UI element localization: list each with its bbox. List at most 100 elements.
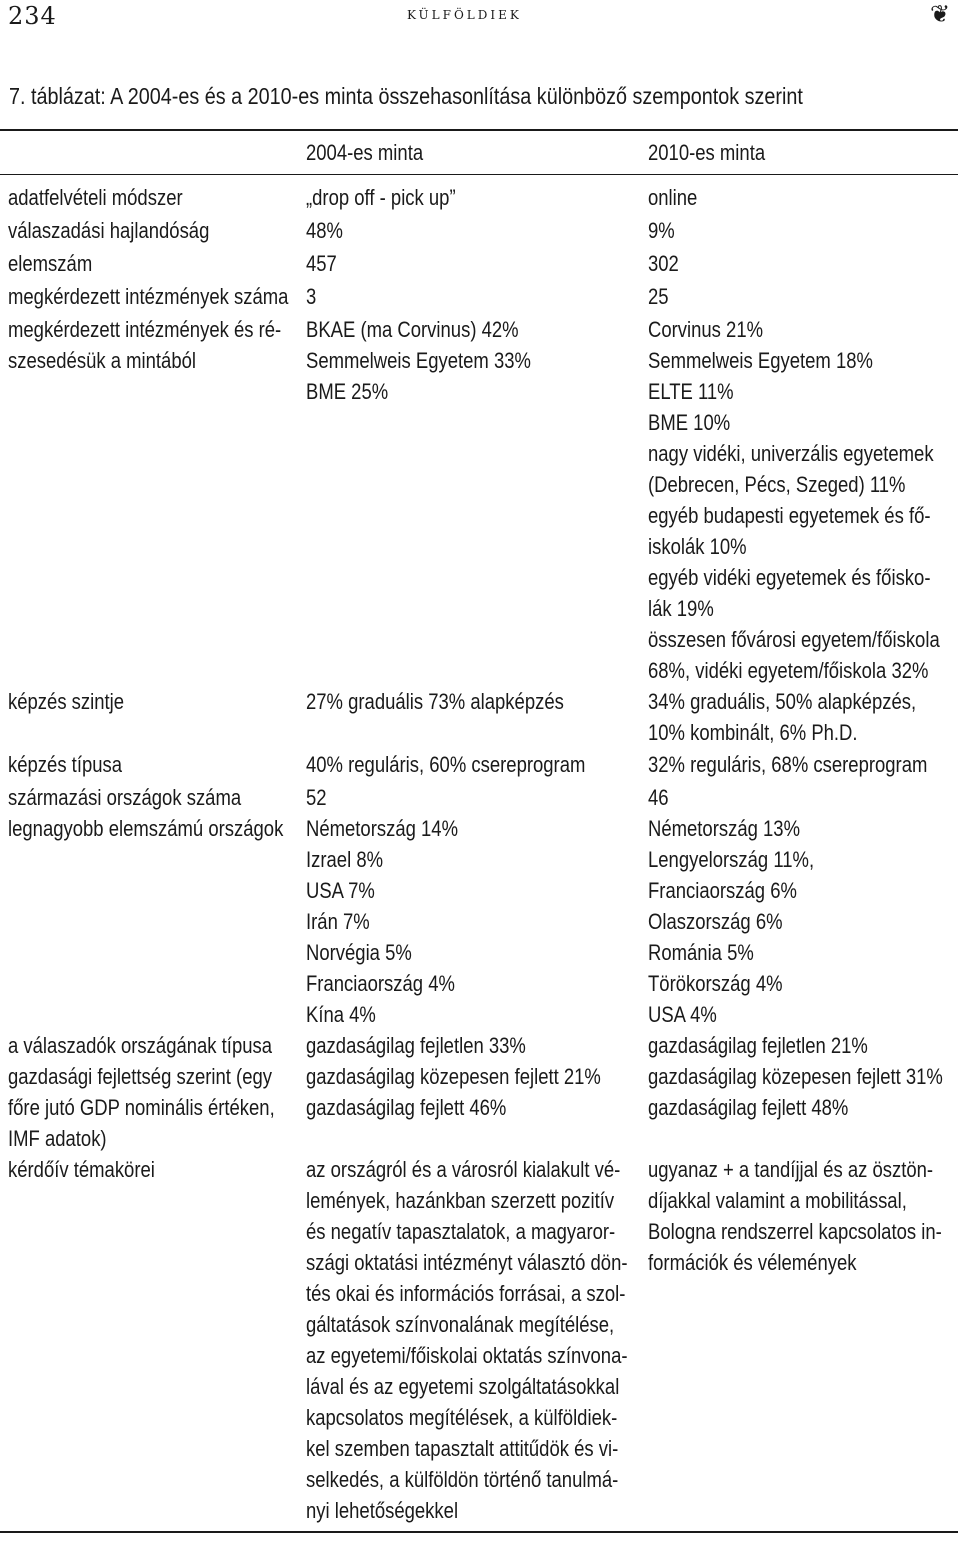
value-2004-line: gazdaságilag fejletlen 33% <box>306 1033 526 1058</box>
value-2004: az országról és a városról kialakult vé-… <box>306 1154 628 1526</box>
value-2010-line: 46 <box>648 785 669 810</box>
value-2010: online <box>648 182 697 213</box>
row-label-line: gazdasági fejlettség szerint (egy <box>8 1064 273 1089</box>
value-2004-line: lemények, hazánkban szerzett pozitív <box>306 1188 615 1213</box>
value-2004-line: kel szemben tapasztalt attitűdök és vi- <box>306 1436 619 1461</box>
running-head: 234 külföldiek ❦ <box>0 0 960 30</box>
value-2010-line: egyéb budapesti egyetemek és fő- <box>648 503 931 528</box>
value-2004: 40% reguláris, 60% csereprogram <box>306 749 585 780</box>
value-2010: Németország 13% Lengyelország 11%, Francia… <box>648 813 814 1030</box>
row-label: származási országok száma <box>8 782 241 813</box>
value-2010-line: Románia 5% <box>648 940 754 965</box>
value-2004-line: tés okai és információs forrásai, a szol… <box>306 1281 626 1306</box>
value-2004: 3 <box>306 281 316 312</box>
value-2010-line: 302 <box>648 251 679 276</box>
row-label-line: elemszám <box>8 251 93 276</box>
table-top-rule <box>0 129 958 131</box>
table-row: képzés típusa 40% reguláris, 60% cserepro… <box>0 749 960 782</box>
value-2010: gazdaságilag fejletlen 21% gazdaságilag k… <box>648 1030 943 1123</box>
value-2010-line: online <box>648 185 698 210</box>
value-2004: gazdaságilag fejletlen 33% gazdaságilag k… <box>306 1030 601 1123</box>
row-label-line: kérdőív témakörei <box>8 1157 155 1182</box>
row-label-line: IMF adatok) <box>8 1126 107 1151</box>
row-label: legnagyobb elemszámú országok <box>8 813 283 844</box>
row-label-line: főre jutó GDP nominális értéken, <box>8 1095 275 1120</box>
value-2010: Corvinus 21% Semmelweis Egyetem 18% ELTE 1… <box>648 314 940 686</box>
value-2004-line: az országról és a városról kialakult vé- <box>306 1157 621 1182</box>
value-2010-line: (Debrecen, Pécs, Szeged) 11% <box>648 472 906 497</box>
value-2004-line: 3 <box>306 284 317 309</box>
page-number: 234 <box>8 2 57 30</box>
row-label: adatfelvételi módszer <box>8 182 183 213</box>
value-2010-line: egyéb vidéki egyetemek és főisko- <box>648 565 931 590</box>
value-2004-line: és negatív tapasztalatok, a magyaror- <box>306 1219 616 1244</box>
value-2010-line: Semmelweis Egyetem 18% <box>648 348 873 373</box>
row-label-line: adatfelvételi módszer <box>8 185 183 210</box>
value-2010: 25 <box>648 281 669 312</box>
row-label: képzés szintje <box>8 686 124 717</box>
table-row: válaszadási hajlandóság 48% 9% <box>0 215 960 248</box>
value-2004-line: 48% <box>306 218 343 243</box>
row-label: válaszadási hajlandóság <box>8 215 209 246</box>
row-label-line: a válaszadók országának típusa <box>8 1033 273 1058</box>
value-2004: 457 <box>306 248 337 279</box>
table-header-rule <box>0 174 958 175</box>
table-row: származási országok száma 52 46 <box>0 782 960 813</box>
column-header-2004: 2004-es minta <box>306 140 424 165</box>
value-2010-line: gazdaságilag fejletlen 21% <box>648 1033 868 1058</box>
value-2010-line: USA 4% <box>648 1002 717 1027</box>
table-row: megkérdezett intézmények és ré-szesedésü… <box>0 314 960 686</box>
value-2004-line: Irán 7% <box>306 909 370 934</box>
row-label: megkérdezett intézmények és ré-szesedésü… <box>8 314 281 376</box>
value-2004-line: 457 <box>306 251 337 276</box>
value-2010-line: 10% kombinált, 6% Ph.D. <box>648 720 858 745</box>
value-2010-line: ugyanaz + a tandíjjal és az ösztön- <box>648 1157 934 1182</box>
value-2010-line: 34% graduális, 50% alapképzés, <box>648 689 917 714</box>
value-2004-line: gáltatások színvonalának megítélése, <box>306 1312 615 1337</box>
value-2004-line: 52 <box>306 785 327 810</box>
value-2004-line: Norvégia 5% <box>306 940 412 965</box>
row-label-line: megkérdezett intézmények és ré- <box>8 317 282 342</box>
value-2010: 302 <box>648 248 679 279</box>
value-2010-line: BME 10% <box>648 410 731 435</box>
value-2010-line: formációk és vélemények <box>648 1250 857 1275</box>
value-2010-line: nagy vidéki, univerzális egyetemek <box>648 441 934 466</box>
value-2004: 27% graduális 73% alapképzés <box>306 686 564 717</box>
row-label-line: képzés típusa <box>8 752 123 777</box>
value-2004-line: Izrael 8% <box>306 847 384 872</box>
row-label-line: legnagyobb elemszámú országok <box>8 816 284 841</box>
row-label: kérdőív témakörei <box>8 1154 155 1185</box>
value-2010-line: Törökország 4% <box>648 971 783 996</box>
value-2010: 9% <box>648 215 675 246</box>
value-2010-line: összesen fővárosi egyetem/főiskola <box>648 627 940 652</box>
value-2010-line: 25 <box>648 284 669 309</box>
value-2010: 34% graduális, 50% alapképzés, 10% kombin… <box>648 686 916 748</box>
value-2004-line: 27% graduális 73% alapképzés <box>306 689 564 714</box>
row-label: a válaszadók országának típusa gazdasági … <box>8 1030 275 1154</box>
value-2004-line: Franciaország 4% <box>306 971 455 996</box>
value-2010-line: Bologna rendszerrel kapcsolatos in- <box>648 1219 942 1244</box>
table-row: elemszám 457 302 <box>0 248 960 281</box>
value-2004-line: az egyetemi/főiskolai oktatás színvona- <box>306 1343 628 1368</box>
value-2010-line: gazdaságilag közepesen fejlett 31% <box>648 1064 943 1089</box>
table-row: kérdőív témakörei az országról és a város… <box>0 1154 960 1526</box>
value-2004-line: USA 7% <box>306 878 375 903</box>
table-row: adatfelvételi módszer „drop off - pick up… <box>0 182 960 215</box>
value-2004-line: selkedés, a külföldön történő tanulmá- <box>306 1467 619 1492</box>
value-2010-line: Németország 13% <box>648 816 801 841</box>
value-2010-line: 68%, vidéki egyetem/főiskola 32% <box>648 658 929 683</box>
value-2004-line: kapcsolatos megítélések, a külföldiek- <box>306 1405 618 1430</box>
value-2010-line: lák 19% <box>648 596 714 621</box>
row-label: képzés típusa <box>8 749 122 780</box>
comparison-table-body: adatfelvételi módszer „drop off - pick up… <box>0 182 960 1526</box>
value-2010: 32% reguláris, 68% csereprogram <box>648 749 927 780</box>
row-label-line: megkérdezett intézmények száma <box>8 284 289 309</box>
value-2010: 46 <box>648 782 669 813</box>
column-header-2010: 2010-es minta <box>648 140 766 165</box>
row-label-line: képzés szintje <box>8 689 125 714</box>
value-2004-line: lával és az egyetemi szolgáltatásokkal <box>306 1374 620 1399</box>
value-2010-line: Lengyelország 11%, <box>648 847 815 872</box>
value-2004-line: 40% reguláris, 60% csereprogram <box>306 752 586 777</box>
row-label: elemszám <box>8 248 92 279</box>
table-row: legnagyobb elemszámú országok Németország… <box>0 813 960 1030</box>
